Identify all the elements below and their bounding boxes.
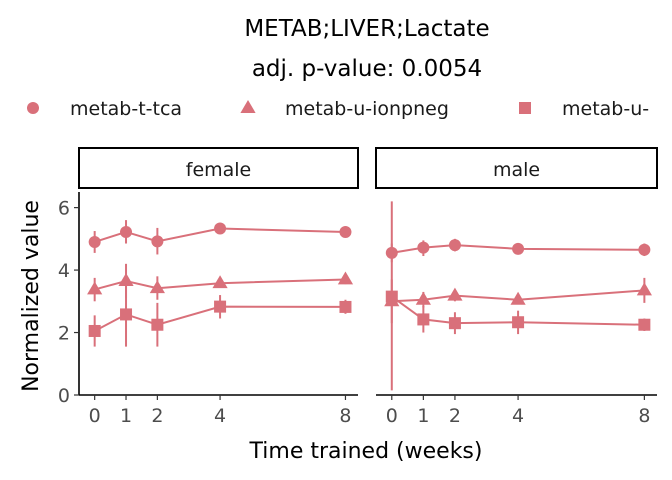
data-point-circle [88, 235, 101, 248]
x-tick-label: 4 [512, 405, 524, 427]
facet-strip-label: male [493, 159, 540, 181]
y-tick-label: 4 [58, 260, 70, 282]
legend-marker-square [519, 102, 531, 114]
data-point-triangle [149, 280, 165, 294]
data-point-circle [151, 235, 164, 248]
data-point-circle [512, 242, 525, 255]
series-metab-u- [88, 282, 352, 347]
data-point-square [120, 308, 133, 321]
data-point-square [448, 317, 461, 330]
x-tick-label: 8 [638, 405, 650, 427]
series-metab-t-tca [88, 220, 352, 255]
series-metab-u- [385, 201, 651, 391]
data-point-circle [638, 243, 651, 256]
data-point-triangle [87, 281, 103, 295]
x-tick-label: 1 [417, 405, 429, 427]
panel-male: male 0 1 2 4 8 [375, 147, 658, 427]
data-point-square [151, 318, 164, 331]
legend-marker-circle [27, 102, 39, 114]
x-tick-label: 0 [89, 405, 101, 427]
data-point-circle [417, 241, 430, 254]
facet-strip [78, 147, 359, 189]
legend-marker-triangle [240, 100, 256, 113]
legend-label: metab-u- [562, 98, 649, 120]
x-tick-label: 8 [339, 405, 351, 427]
x-tick-label: 2 [151, 405, 163, 427]
x-tick-label: 2 [449, 405, 461, 427]
data-point-square [417, 313, 430, 326]
data-point-circle [120, 225, 133, 238]
data-point-triangle [212, 275, 228, 289]
data-point-circle [448, 239, 461, 252]
data-point-square [339, 300, 352, 313]
data-point-square [88, 324, 101, 337]
x-axis-label: Time trained (weeks) [249, 439, 483, 464]
legend-label: metab-u-ionpneg [285, 98, 449, 120]
data-point-triangle [510, 291, 526, 305]
x-tick-label: 1 [120, 405, 132, 427]
legend: metab-t-tca metab-u-ionpneg metab-u- [27, 98, 649, 120]
series-metab-t-tca [385, 238, 651, 263]
data-point-circle [214, 222, 227, 235]
data-point-square [214, 300, 227, 313]
legend-label: metab-t-tca [70, 98, 182, 120]
data-point-triangle [415, 291, 431, 305]
x-tick-label: 4 [214, 405, 226, 427]
data-point-square [385, 290, 398, 303]
y-tick-label: 6 [58, 198, 70, 220]
data-point-square [512, 316, 525, 329]
data-point-triangle [636, 282, 652, 296]
x-tick-label: 0 [386, 405, 398, 427]
chart-title: METAB;LIVER;Lactate [244, 16, 489, 42]
data-point-triangle [118, 273, 134, 286]
data-point-circle [339, 225, 352, 238]
facet-strip-label: female [186, 159, 252, 181]
y-axis-label: Normalized value [19, 200, 44, 392]
y-tick-label: 0 [58, 385, 70, 407]
chart-subtitle: adj. p-value: 0.0054 [252, 56, 482, 82]
data-point-square [638, 318, 651, 331]
data-point-triangle [447, 287, 463, 301]
data-point-triangle [337, 271, 354, 285]
y-tick-label: 2 [58, 323, 70, 345]
series-metab-u-ionpneg [87, 263, 354, 302]
facet-strip [375, 147, 658, 189]
